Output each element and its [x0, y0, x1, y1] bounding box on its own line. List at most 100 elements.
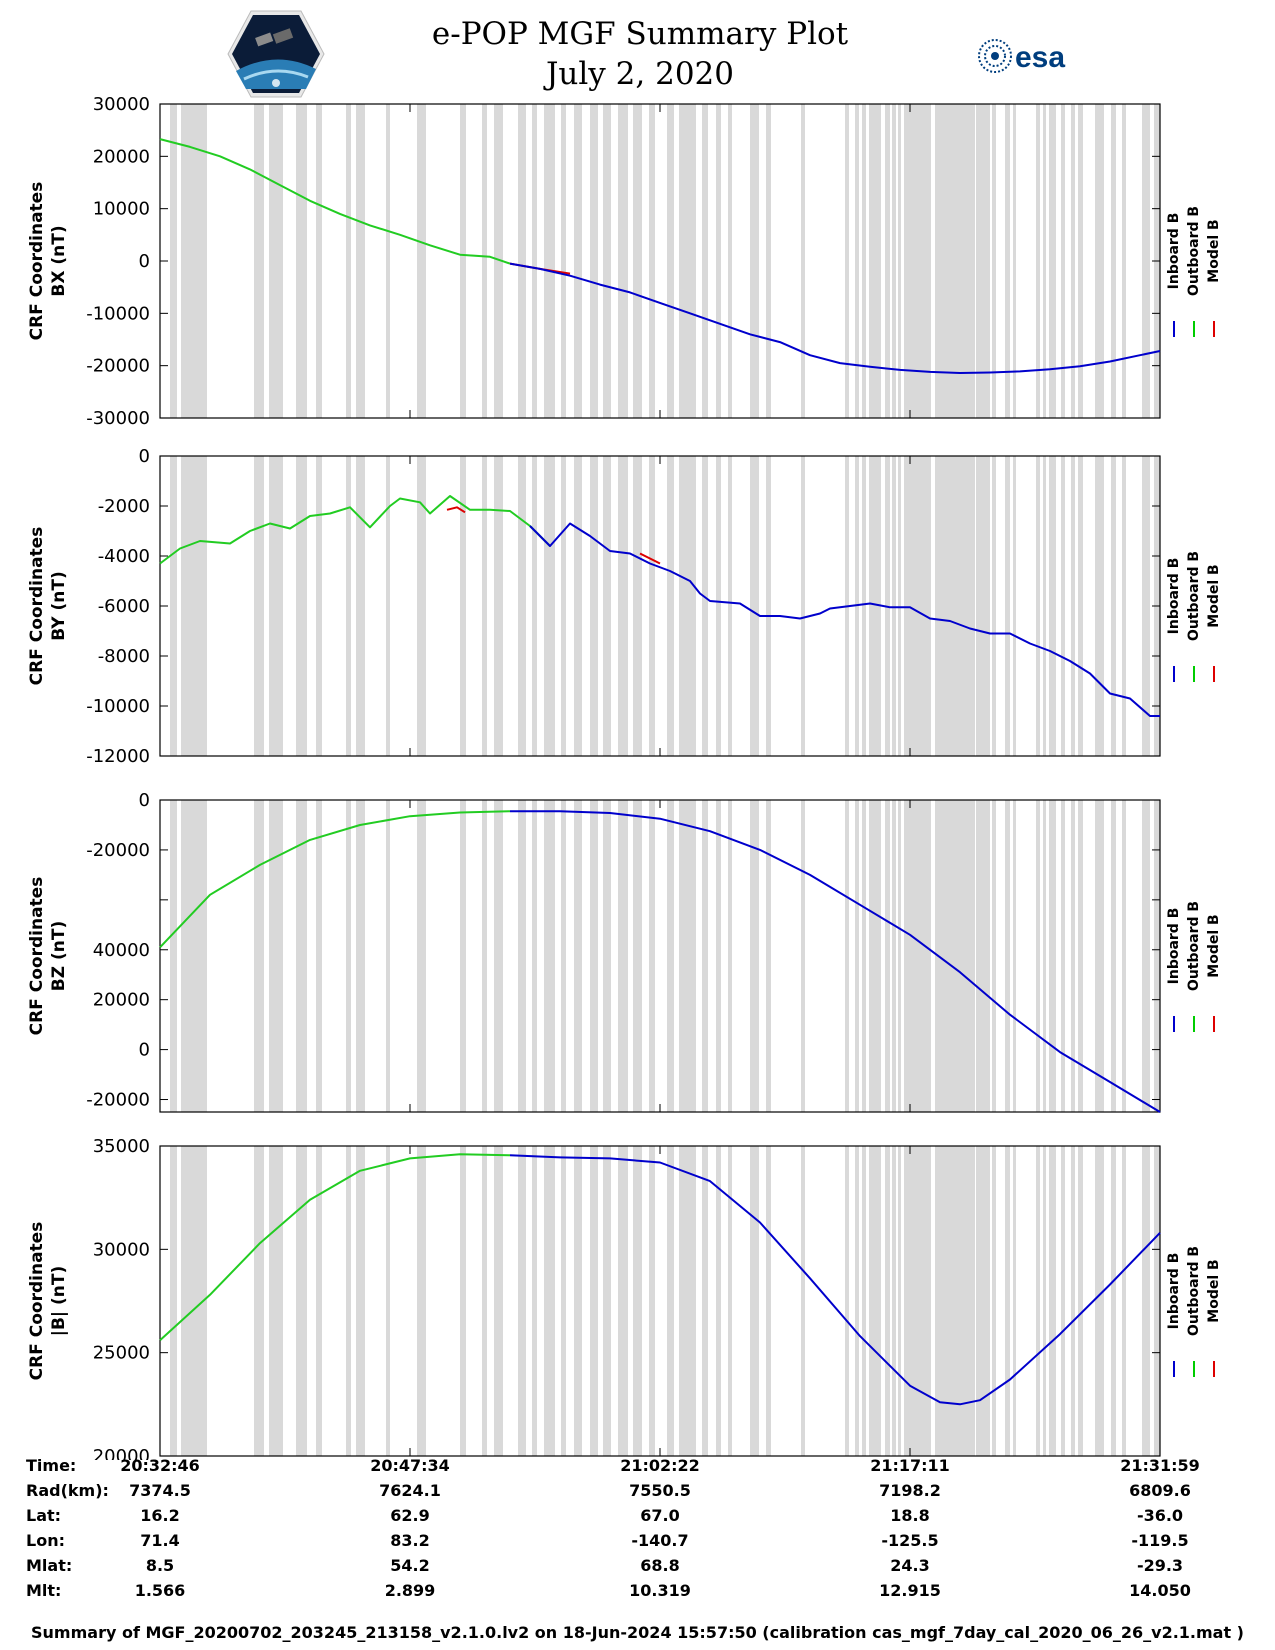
gap-band	[935, 1146, 975, 1456]
gap-band	[254, 800, 264, 1112]
table-row-label: Time:	[26, 1456, 77, 1475]
table-cell: 24.3	[890, 1556, 930, 1575]
gap-band	[845, 800, 849, 1112]
gap-band	[898, 800, 901, 1112]
table-cell: 7624.1	[379, 1481, 441, 1500]
gap-band	[1142, 104, 1150, 418]
legend-label: Outboard B	[1186, 1246, 1202, 1336]
gap-band	[716, 104, 721, 418]
gap-band	[1049, 800, 1056, 1112]
gap-band	[269, 456, 283, 756]
gap-band	[862, 456, 866, 756]
data-gap-bands	[170, 456, 1160, 756]
gap-band	[1122, 800, 1126, 1112]
gap-band	[766, 800, 771, 1112]
gap-band	[801, 1146, 805, 1456]
data-gap-bands	[170, 1146, 1160, 1456]
gap-band	[976, 800, 990, 1112]
gap-band	[254, 456, 264, 756]
gap-band	[855, 104, 859, 418]
gap-band	[1036, 104, 1040, 418]
gap-band	[1111, 1146, 1116, 1456]
gap-band	[544, 1146, 555, 1456]
data-gap-bands	[170, 104, 1160, 418]
gap-band	[679, 1146, 696, 1456]
gap-band	[356, 1146, 365, 1456]
gap-band	[269, 104, 283, 418]
gap-band	[633, 1146, 642, 1456]
gap-band	[482, 456, 487, 756]
gap-band	[667, 104, 674, 418]
gap-band	[561, 800, 566, 1112]
gap-band	[992, 1146, 996, 1456]
gap-band	[1142, 456, 1150, 756]
gap-band	[518, 1146, 526, 1456]
gap-band	[181, 800, 207, 1112]
gap-band	[574, 800, 582, 1112]
gap-band	[898, 104, 901, 418]
legend-label: Model B	[1206, 219, 1222, 282]
gap-band	[1095, 1146, 1104, 1456]
y-axis-label: CRF Coordinates |B| (nT)	[27, 1222, 69, 1381]
gap-band	[170, 456, 177, 756]
gap-band	[992, 104, 996, 418]
y-tick-label: 0	[139, 446, 150, 467]
gap-band	[170, 104, 177, 418]
gap-band	[1036, 1146, 1040, 1456]
gap-band	[750, 1146, 759, 1456]
legend-label: Model B	[1206, 564, 1222, 627]
gap-band	[649, 104, 655, 418]
gap-band	[667, 1146, 674, 1456]
gap-band	[898, 1146, 901, 1456]
gap-band	[386, 104, 390, 418]
table-row-label: Lat:	[26, 1506, 62, 1525]
gap-band	[269, 1146, 283, 1456]
gap-band	[716, 456, 721, 756]
gap-band	[904, 1146, 931, 1456]
y-tick-label: -8000	[98, 646, 150, 667]
gap-band	[1049, 1146, 1056, 1456]
esa-logo-text: esa	[1015, 41, 1065, 74]
table-cell: 1.566	[134, 1581, 186, 1600]
title-date: July 2, 2020	[546, 56, 734, 92]
gap-band	[750, 456, 759, 756]
legend: Inboard B Outboard B Model B	[1166, 206, 1222, 337]
gap-band	[1043, 1146, 1046, 1456]
y-tick-label: -10000	[86, 303, 150, 324]
gap-band	[1043, 800, 1046, 1112]
gap-band	[855, 1146, 859, 1456]
gap-band	[1005, 104, 1010, 418]
data-gap-bands	[170, 800, 1160, 1112]
gap-band	[869, 1146, 881, 1456]
gap-band	[904, 800, 931, 1112]
gap-band	[1078, 104, 1083, 418]
gap-band	[869, 104, 881, 418]
series-model-b	[446, 506, 466, 514]
gap-band	[750, 104, 759, 418]
gap-band	[679, 104, 696, 418]
gap-band	[316, 1146, 322, 1456]
table-cell: 8.5	[145, 1556, 175, 1575]
table-cell: 10.319	[629, 1581, 691, 1600]
table-cell: 68.8	[640, 1556, 680, 1575]
legend: Inboard B Outboard B Model B	[1166, 1246, 1222, 1377]
gap-band	[649, 456, 655, 756]
gap-band	[417, 456, 426, 756]
gap-band	[702, 1146, 708, 1456]
gap-band	[1142, 1146, 1150, 1456]
gap-band	[1043, 456, 1046, 756]
gap-band	[1061, 1146, 1065, 1456]
table-cell: 54.2	[390, 1556, 430, 1575]
gap-band	[702, 800, 708, 1112]
gap-band	[892, 800, 896, 1112]
legend-label: Model B	[1206, 1259, 1222, 1322]
gap-band	[728, 800, 732, 1112]
gap-band	[590, 456, 598, 756]
table-row-label: Mlat:	[26, 1556, 73, 1575]
table-cell: 7374.5	[129, 1481, 191, 1500]
gap-band	[181, 456, 207, 756]
table-cell: -140.7	[631, 1531, 689, 1550]
gap-band	[574, 104, 582, 418]
gap-band	[532, 800, 537, 1112]
gap-band	[801, 456, 805, 756]
